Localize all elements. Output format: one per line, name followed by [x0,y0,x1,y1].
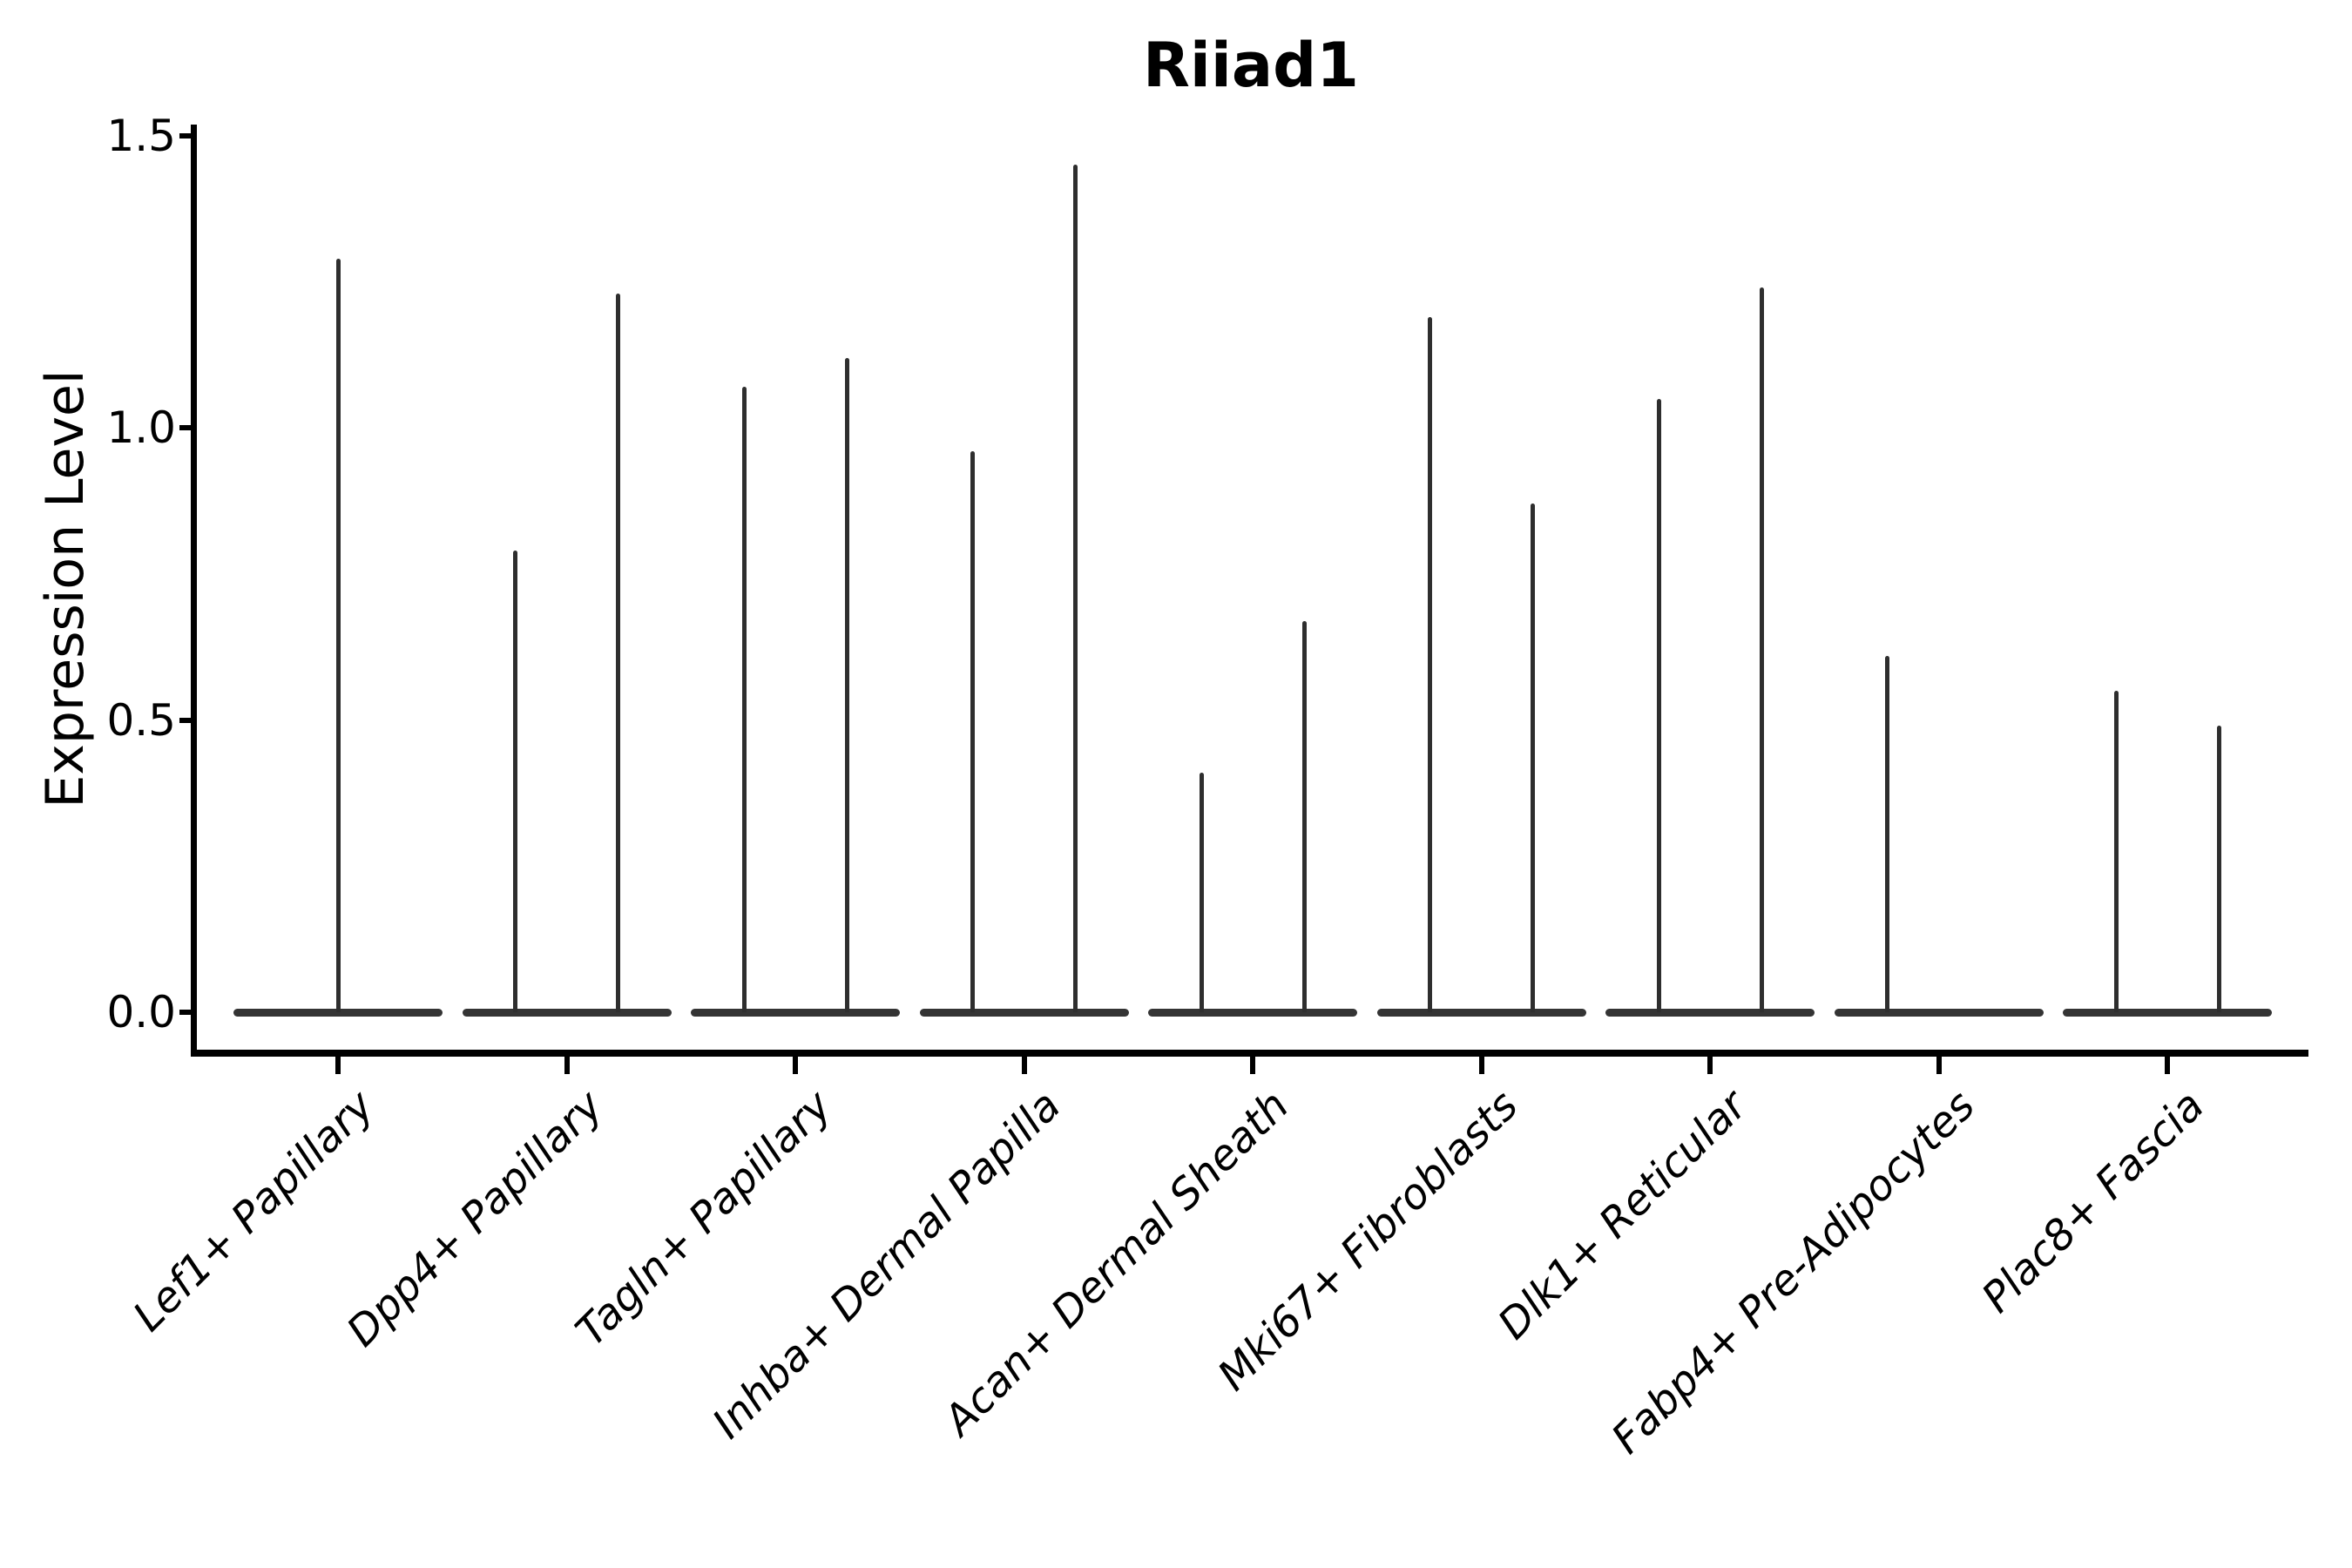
violin-spike [616,294,620,1012]
violin-spike [1656,398,1661,1012]
violin-base [1376,1008,1586,1017]
violin-base [1605,1008,1815,1017]
violin-spike [1199,773,1204,1012]
violin-base [233,1008,443,1017]
violin-spike [2216,726,2221,1012]
violin-spike [844,357,849,1012]
violin-spike [1885,655,1889,1012]
violin-spike [741,387,747,1012]
x-tick-mark [1250,1055,1255,1074]
violin-base [462,1008,672,1017]
x-tick-mark [564,1055,570,1074]
violin-spike [1301,620,1307,1012]
x-tick-mark [793,1055,798,1074]
x-tick-mark [335,1055,341,1074]
violin-spike [335,258,341,1012]
x-tick-mark [1936,1055,1942,1074]
violin-base [2063,1008,2272,1017]
violin-spike [2113,691,2119,1012]
violin-spike [1073,165,1078,1012]
violin-spike [513,551,517,1012]
x-tick-mark [1021,1055,1027,1074]
y-tick-mark [179,1010,194,1015]
y-tick-label: 0.5 [106,694,176,746]
violin-base [691,1008,900,1017]
violin-spike [1531,504,1535,1012]
violin-spike [1759,287,1764,1012]
x-tick-mark [1707,1055,1713,1074]
chart-title: Riiad1 [1143,30,1359,101]
violin-base [919,1008,1129,1017]
violin-spike [1428,316,1432,1012]
violin-base [1834,1008,2044,1017]
x-tick-mark [2165,1055,2170,1074]
violin-base [1148,1008,1357,1017]
y-tick-label: 1.0 [106,402,176,454]
y-axis-spine [191,125,197,1057]
x-axis-spine [191,1050,2308,1057]
x-tick-label: Dpp4+ Papillary [337,1081,613,1356]
x-tick-mark [1478,1055,1484,1074]
x-tick-label: Tagln+ Papillary [566,1081,841,1356]
y-tick-label: 1.5 [106,110,176,161]
y-tick-mark [179,425,194,431]
y-tick-mark [179,717,194,723]
y-tick-mark [179,132,194,139]
x-tick-label: Plac8+ Fascia [1972,1081,2213,1322]
y-tick-label: 0.0 [106,987,176,1037]
violin-spike [970,451,975,1012]
x-tick-label: Lef1+ Papillary [124,1081,384,1342]
x-tick-label: Dlk1+ Reticular [1488,1081,1756,1349]
